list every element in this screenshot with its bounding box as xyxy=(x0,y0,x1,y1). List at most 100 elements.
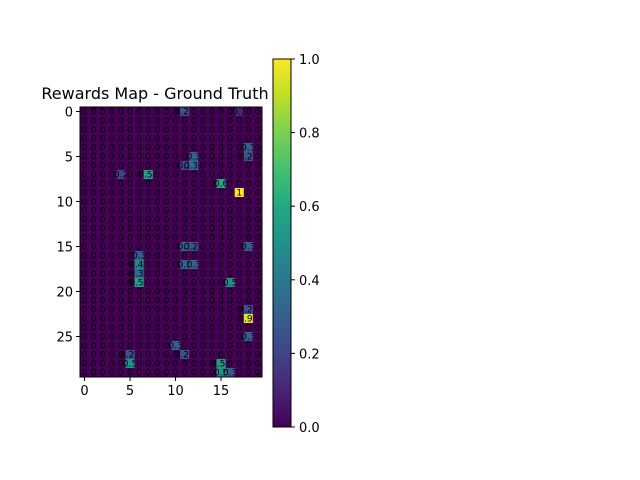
cell-value-label: 0 xyxy=(191,360,197,370)
cell-value-label: 0 xyxy=(109,333,115,343)
heatmap-cell xyxy=(161,152,172,162)
heatmap-cell xyxy=(116,314,126,324)
heatmap-cell xyxy=(89,134,99,144)
cell-value-label: 0 xyxy=(145,252,151,262)
heatmap-cell xyxy=(189,161,199,171)
cell-value-label: 0 xyxy=(245,369,251,379)
cell-value-label: 0 xyxy=(209,162,215,172)
cell-value-label: 0 xyxy=(255,216,261,226)
cell-value-label: 0 xyxy=(154,198,160,208)
heatmap-cell xyxy=(161,242,172,252)
heatmap-cell xyxy=(116,170,126,180)
cell-value-label: 0 xyxy=(145,306,151,316)
cell-value-label: 0 xyxy=(236,270,242,280)
heatmap-cell xyxy=(216,278,226,288)
heatmap-cell xyxy=(198,359,208,369)
heatmap-cell xyxy=(216,341,226,351)
cell-value-label: 0 xyxy=(236,117,242,127)
cell-value-label: 0 xyxy=(255,126,261,136)
cell-value-label: 0 xyxy=(154,324,160,334)
heatmap-cell xyxy=(107,188,117,198)
heatmap-cell xyxy=(225,206,235,216)
heatmap-cell xyxy=(171,251,181,261)
cell-value-label: 0 xyxy=(227,342,233,352)
heatmap-cell xyxy=(171,278,181,288)
cell-value-label: 0 xyxy=(209,252,215,262)
heatmap-cell xyxy=(180,287,190,297)
cell-value-label: 0 xyxy=(118,189,124,199)
heatmap-cell xyxy=(252,215,263,225)
cell-value-label: 0 xyxy=(118,279,124,289)
cell-value-label: 0 xyxy=(255,333,261,343)
cell-value-label: 0 xyxy=(82,207,88,217)
heatmap-cell xyxy=(161,161,172,171)
colorbar-gradient xyxy=(272,58,292,428)
cell-value-label: 0 xyxy=(218,144,224,154)
heatmap-cell xyxy=(134,179,144,189)
cell-value-label: 0 xyxy=(227,261,233,271)
cell-value-label: 0 xyxy=(218,342,224,352)
cell-value-label: 0 xyxy=(100,126,106,136)
cell-value-label: 0 xyxy=(154,207,160,217)
cell-value-label: 0 xyxy=(245,360,251,370)
heatmap-cells: 0 0 0 0 0 0 0 0 0 0 00.250 0 0 0 0 0.1 0 00 0 0 0 0 0 0 0 0 0 0 0 0 0 0… xyxy=(80,107,263,379)
heatmap-cell xyxy=(134,359,144,369)
cell-value-label: 0 xyxy=(191,135,197,145)
cell-value-label: 0 xyxy=(255,198,261,208)
heatmap-cell xyxy=(125,152,135,162)
heatmap-cell xyxy=(125,233,135,243)
cell-value-label: 0 xyxy=(173,279,179,289)
heatmap-cell xyxy=(134,269,144,279)
cell-value-label: 0 xyxy=(154,126,160,136)
heatmap-cell xyxy=(107,314,117,324)
cell-value-label: 0 xyxy=(82,342,88,352)
heatmap-cell xyxy=(143,359,154,369)
heatmap-cell xyxy=(116,287,126,297)
cell-value-label: 0 xyxy=(100,333,106,343)
heatmap-cell xyxy=(89,368,99,378)
heatmap-cell xyxy=(252,188,263,198)
heatmap-cell xyxy=(116,332,126,342)
heatmap-cell xyxy=(225,368,235,378)
heatmap-cell xyxy=(180,260,190,270)
heatmap-cell xyxy=(234,197,245,207)
cell-value-label: 0 xyxy=(227,198,233,208)
heatmap-cell xyxy=(243,179,254,189)
cell-value-label: 0 xyxy=(82,243,88,253)
heatmap-cell xyxy=(234,125,245,135)
heatmap-cell xyxy=(152,305,163,315)
heatmap-cell xyxy=(98,332,108,342)
heatmap-cell xyxy=(134,107,144,117)
cell-value-label: 0 xyxy=(227,225,233,235)
heatmap-cell xyxy=(107,341,117,351)
cell-value-label: 0 xyxy=(136,360,142,370)
cell-value-label: 0 xyxy=(91,234,97,244)
heatmap-cell xyxy=(243,224,254,234)
cell-value-label: 0 xyxy=(173,270,179,280)
cell-value-label: 0 xyxy=(227,288,233,298)
cell-value-label: 0 xyxy=(100,234,106,244)
cell-value-label: 0 xyxy=(200,315,206,325)
cell-value-label: 0 xyxy=(245,189,251,199)
heatmap-cell xyxy=(189,125,199,135)
heatmap-cell xyxy=(207,233,217,243)
heatmap-cell xyxy=(216,368,226,378)
heatmap-cell xyxy=(125,188,135,198)
cell-value-label: 0 xyxy=(127,297,133,307)
cell-value-label: 0 xyxy=(173,108,179,118)
heatmap-cell xyxy=(252,224,263,234)
cell-value-label: 0 xyxy=(218,279,224,289)
cell-value-label: 0 xyxy=(218,252,224,262)
cell-value-label: 0.3 xyxy=(187,153,201,163)
cell-value-label: 0 xyxy=(154,225,160,235)
cell-value-label: 0 xyxy=(136,153,142,163)
cell-value-label: 0 xyxy=(91,216,97,226)
cell-value-label: 0 xyxy=(164,243,170,253)
heatmap-cell xyxy=(134,296,144,306)
cell-value-label: 0 xyxy=(200,270,206,280)
cell-value-label: 0.25 xyxy=(238,153,258,163)
cell-value-label: 0 xyxy=(209,288,215,298)
cell-value-label: 0 xyxy=(127,243,133,253)
cell-value-label: 0.3 xyxy=(168,342,182,352)
heatmap-cell xyxy=(180,197,190,207)
